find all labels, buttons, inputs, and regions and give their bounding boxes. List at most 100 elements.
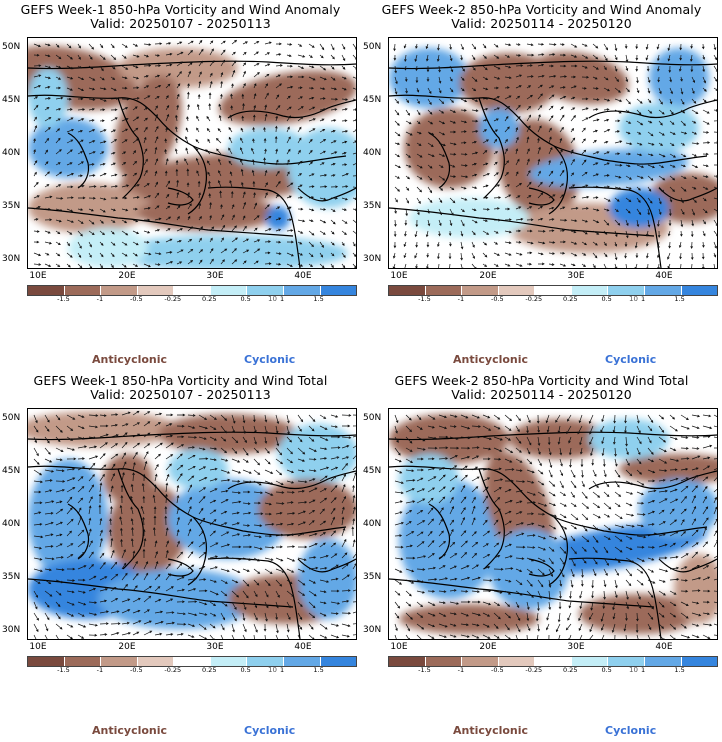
wind-arrow	[394, 568, 403, 573]
wind-arrow	[559, 546, 567, 554]
wind-arrow	[286, 195, 292, 199]
wind-arrow	[77, 601, 87, 606]
wind-arrow	[231, 414, 236, 424]
wind-arrow	[132, 433, 141, 438]
coastline	[28, 94, 208, 215]
wind-arrow	[44, 127, 51, 133]
wind-arrow	[165, 423, 173, 427]
wind-arrow	[567, 612, 572, 621]
wind-arrow	[667, 54, 671, 62]
wind-arrow	[570, 158, 575, 166]
wind-arrow	[121, 151, 127, 155]
wind-arrow	[253, 501, 261, 505]
wind-arrow	[625, 612, 628, 621]
wind-arrow	[394, 623, 398, 632]
wind-arrow	[394, 491, 404, 495]
wind-arrow	[482, 87, 489, 91]
colorbar-swatch	[101, 286, 138, 295]
wind-arrow	[537, 158, 541, 166]
anticyclonic-label: Anticyclonic	[453, 353, 529, 366]
wind-arrow	[242, 436, 247, 444]
wind-arrow	[121, 76, 128, 80]
wind-arrow	[504, 425, 512, 431]
wind-arrow	[559, 491, 567, 496]
wind-arrow	[66, 241, 70, 247]
wind-arrow	[416, 579, 425, 583]
wind-arrow	[600, 623, 605, 631]
wind-arrow	[713, 623, 717, 626]
wind-arrow	[297, 43, 303, 47]
wind-arrow	[493, 65, 501, 70]
wind-arrow	[504, 499, 513, 504]
wind-arrow	[713, 530, 717, 537]
wind-arrow	[438, 507, 444, 515]
colorbar	[388, 285, 718, 296]
vorticity-region	[28, 118, 108, 178]
wind-arrow	[548, 105, 554, 111]
wind-arrow	[493, 86, 499, 90]
wind-arrow	[526, 480, 535, 484]
wind-arrow	[132, 196, 140, 199]
wind-arrow	[242, 51, 247, 56]
wind-arrow	[545, 623, 550, 631]
wind-arrow	[438, 414, 447, 419]
wind-arrow	[216, 148, 222, 155]
wind-arrow	[253, 512, 264, 516]
wind-arrow	[66, 87, 73, 91]
wind-arrow	[44, 241, 52, 245]
wind-arrow	[449, 98, 454, 103]
wind-arrow	[548, 74, 557, 78]
wind-arrow	[88, 425, 99, 429]
wind-arrow	[449, 623, 457, 627]
wind-arrow	[319, 601, 327, 605]
wind-arrow	[33, 546, 42, 550]
wind-arrow	[44, 489, 53, 493]
wind-arrow	[603, 502, 612, 510]
wind-arrow	[537, 425, 540, 433]
wind-arrow	[176, 61, 183, 67]
wind-arrow	[44, 533, 54, 537]
anticyclonic-label: Anticyclonic	[92, 353, 168, 366]
wind-arrow	[77, 578, 86, 582]
wind-arrow	[275, 491, 285, 494]
wind-arrow	[427, 142, 434, 147]
wind-arrow	[680, 186, 687, 192]
wind-arrow	[394, 579, 402, 585]
lat-label-50n: 50N	[2, 413, 21, 423]
wind-arrow	[702, 576, 711, 581]
wind-arrow	[88, 196, 96, 200]
wind-arrow	[132, 96, 140, 100]
wind-arrow	[691, 529, 699, 537]
wind-arrow	[416, 477, 424, 482]
wind-arrow	[88, 208, 94, 212]
wind-arrow	[426, 263, 429, 268]
wind-arrow	[680, 425, 690, 430]
wind-arrow	[33, 85, 42, 89]
colorbar-swatch	[425, 286, 463, 295]
wind-arrow	[669, 109, 674, 115]
wind-arrow	[242, 458, 249, 463]
wind-arrow	[55, 543, 63, 548]
wind-arrow	[66, 436, 74, 441]
wind-arrow	[658, 623, 665, 629]
wind-arrow	[427, 589, 436, 593]
vorticity-region	[298, 539, 356, 619]
wind-arrow	[164, 515, 168, 526]
wind-arrow	[416, 498, 426, 504]
wind-arrow	[537, 206, 543, 210]
wind-arrow	[537, 125, 542, 133]
wind-arrow	[330, 196, 338, 200]
wind-arrow	[242, 590, 249, 599]
wind-arrow	[548, 159, 551, 166]
wind-arrow	[581, 469, 584, 478]
wind-arrow	[713, 540, 717, 548]
wind-arrow	[405, 544, 413, 548]
wind-arrow	[526, 195, 532, 199]
wind-arrow	[427, 634, 435, 639]
wind-arrow	[55, 128, 61, 133]
wind-arrow	[493, 207, 500, 210]
wind-arrow	[176, 239, 182, 243]
wind-arrow	[493, 487, 502, 493]
wind-vectors	[33, 39, 356, 268]
wind-arrow	[537, 252, 544, 256]
